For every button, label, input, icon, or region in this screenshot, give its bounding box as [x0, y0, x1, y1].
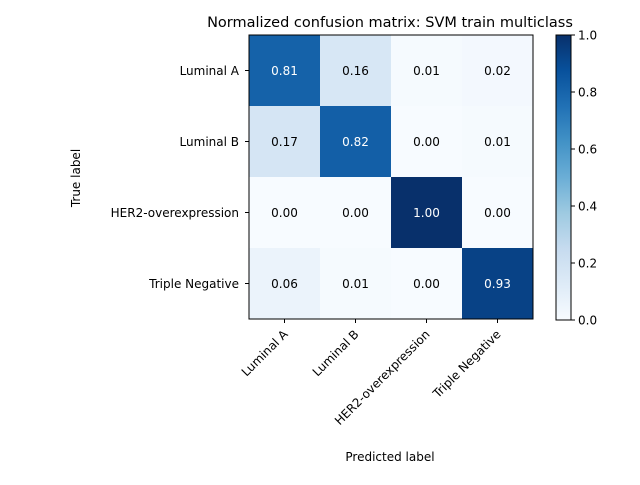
colorbar: 0.0 0.2 0.4 0.6 0.8 1.0 — [555, 29, 597, 328]
heatmap-cell — [249, 106, 321, 178]
y-axis-label: True label — [69, 149, 83, 208]
plot-frame — [248, 34, 534, 320]
x-tick-label: Luminal B — [310, 327, 362, 379]
cell-value-label: 0.01 — [342, 277, 369, 291]
heatmap-cell — [391, 248, 463, 320]
chart-title: Normalized confusion matrix: SVM train m… — [207, 15, 573, 31]
y-tick-label: Luminal A — [180, 64, 240, 78]
cell-value-label: 0.06 — [271, 277, 298, 291]
x-axis-label: Predicted label — [345, 450, 434, 464]
heatmap-cell — [249, 177, 321, 249]
cell-value-label: 0.02 — [484, 64, 511, 78]
heatmap-cell — [462, 248, 534, 320]
heatmap-cell — [391, 35, 463, 107]
heatmap-cell — [462, 106, 534, 178]
heatmap-cell — [249, 35, 321, 107]
cell-value-label: 0.93 — [484, 277, 511, 291]
colorbar-tick-label: 0.4 — [578, 200, 597, 214]
cell-value-label: 1.00 — [413, 206, 440, 220]
heatmap-cell — [320, 248, 392, 320]
cell-value-label: 0.01 — [413, 64, 440, 78]
y-tick-label: HER2-overexpression — [111, 206, 239, 220]
cell-value-label: 0.00 — [484, 206, 511, 220]
heatmap-cell — [320, 106, 392, 178]
colorbar-tick-label: 1.0 — [578, 29, 597, 43]
cell-value-labels: 0.81 0.16 0.01 0.02 0.17 0.82 0.00 0.01 0.00 0.00… — [271, 64, 511, 291]
heatmap-cell — [320, 177, 392, 249]
cell-value-label: 0.17 — [271, 135, 298, 149]
y-tick-label: Triple Negative — [148, 277, 239, 291]
cell-value-label: 0.16 — [342, 64, 369, 78]
cell-value-label: 0.81 — [271, 64, 298, 78]
colorbar-tick-label: 0.0 — [578, 314, 597, 328]
cell-value-label: 0.82 — [342, 135, 369, 149]
cell-value-label: 0.01 — [484, 135, 511, 149]
heatmap-cell — [462, 35, 534, 107]
cell-value-label: 0.00 — [413, 135, 440, 149]
cell-value-label: 0.00 — [342, 206, 369, 220]
colorbar-tick-label: 0.6 — [578, 143, 597, 157]
heatmap-cell — [462, 177, 534, 249]
colorbar-gradient — [555, 34, 572, 321]
y-tick-label: Luminal B — [180, 135, 239, 149]
cell-value-label: 0.00 — [271, 206, 298, 220]
heatmap-cell — [320, 35, 392, 107]
colorbar-tick-label: 0.2 — [578, 257, 597, 271]
heatmap-cells — [249, 35, 534, 320]
x-tick-label: Triple Negative — [429, 327, 503, 401]
heatmap-cell — [391, 106, 463, 178]
x-tick-label: Luminal A — [239, 327, 291, 379]
heatmap-cell — [249, 248, 321, 320]
cell-value-label: 0.00 — [413, 277, 440, 291]
colorbar-tick-label: 0.8 — [578, 86, 597, 100]
heatmap-cell — [391, 177, 463, 249]
